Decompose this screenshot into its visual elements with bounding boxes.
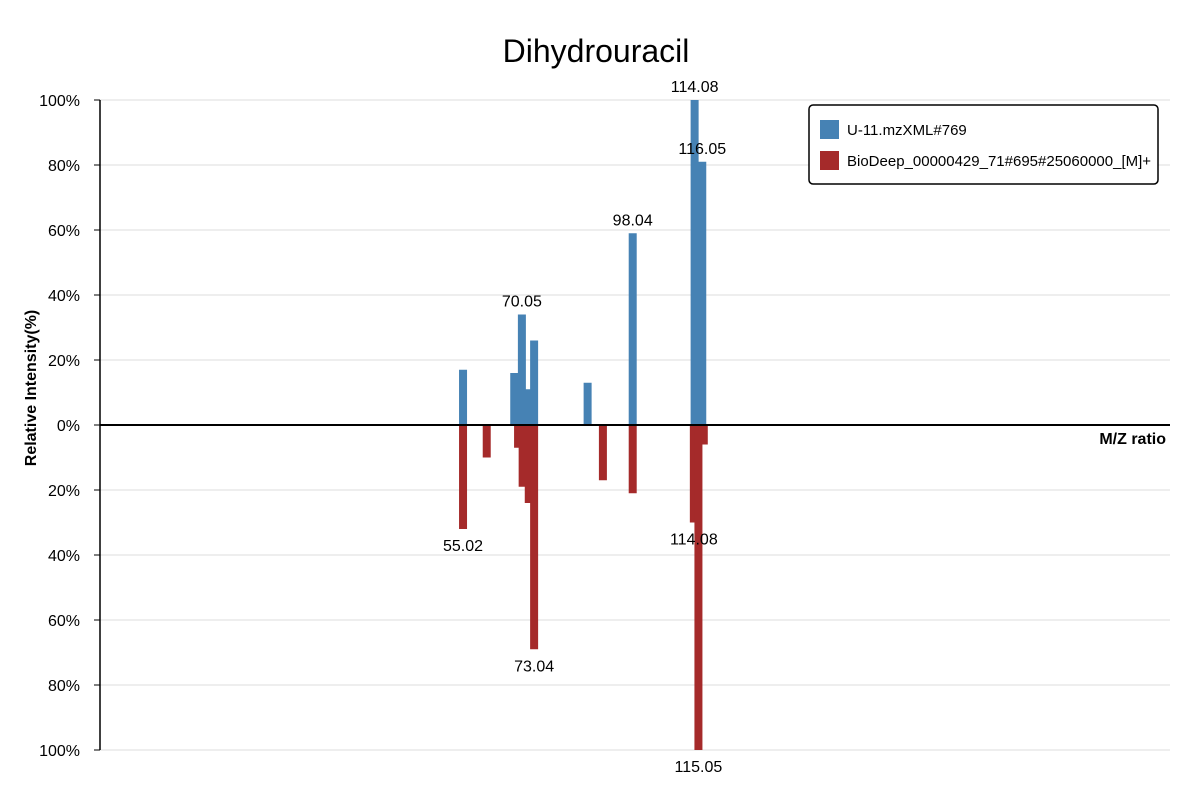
y-tick-label: 80%	[48, 158, 80, 175]
peak-bar-lower	[694, 425, 703, 750]
peak-bar-upper	[530, 340, 539, 425]
y-tick-label: 0%	[57, 418, 80, 435]
peak-bar-lower	[530, 425, 539, 650]
y-tick-label: 20%	[48, 353, 80, 370]
bars	[459, 100, 708, 750]
peak-bar-lower	[598, 425, 607, 481]
peak-bar-lower	[699, 425, 708, 445]
peak-label: 55.02	[443, 538, 483, 555]
y-ticks: 100% 80% 60% 40% 20% 0% 20% 40% 60% 80% 100%	[39, 93, 100, 760]
peak-label: 116.05	[678, 141, 726, 158]
y-tick-label: 40%	[48, 548, 80, 565]
legend-label-upper: U-11.mzXML#769	[847, 122, 967, 139]
peak-label: 114.08	[670, 532, 718, 549]
peak-bar-upper	[524, 389, 532, 425]
y-tick-label: 80%	[48, 678, 80, 695]
peak-label: 73.04	[514, 658, 554, 675]
y-tick-label: 100%	[39, 743, 80, 760]
peak-bar-lower	[482, 425, 491, 458]
y-axis-label: Relative Intensity(%)	[23, 310, 40, 466]
peak-bar-lower	[459, 425, 468, 529]
peak-bar-lower	[628, 425, 637, 494]
y-tick-label: 20%	[48, 483, 80, 500]
y-tick-label: 60%	[48, 613, 80, 630]
peak-label: 115.05	[675, 759, 723, 776]
legend-swatch-upper	[820, 120, 839, 139]
axes	[99, 100, 1170, 750]
peak-bar-upper	[583, 382, 592, 425]
legend: U-11.mzXML#769 BioDeep_00000429_71#695#2…	[808, 104, 1159, 185]
peak-bar-lower	[514, 425, 523, 448]
peak-bar-upper	[517, 314, 526, 425]
peak-bar-upper	[459, 369, 468, 425]
legend-label-lower: BioDeep_00000429_71#695#25060000_[M]+	[847, 153, 1151, 170]
peak-bar-lower	[689, 425, 698, 523]
chart-title: Dihydrouracil	[503, 33, 690, 69]
y-tick-label: 40%	[48, 288, 80, 305]
peak-bar-lower	[524, 425, 533, 503]
legend-box	[808, 104, 1159, 185]
y-tick-label: 60%	[48, 223, 80, 240]
y-tick-label: 100%	[39, 93, 80, 110]
peak-labels: 70.05 98.04 114.08 116.05 55.02 73.04 114.08 11…	[443, 79, 726, 776]
peak-label: 114.08	[671, 79, 719, 96]
peak-bar-upper	[510, 373, 519, 425]
peak-bar-upper	[698, 161, 707, 425]
peak-bar-upper	[628, 233, 637, 425]
peak-label: 98.04	[613, 212, 653, 229]
peak-label: 70.05	[502, 294, 542, 311]
peak-bar-upper	[690, 100, 699, 425]
legend-swatch-lower	[820, 151, 839, 170]
x-axis-label: M/Z ratio	[1099, 431, 1166, 448]
peak-bar-lower	[518, 425, 527, 487]
